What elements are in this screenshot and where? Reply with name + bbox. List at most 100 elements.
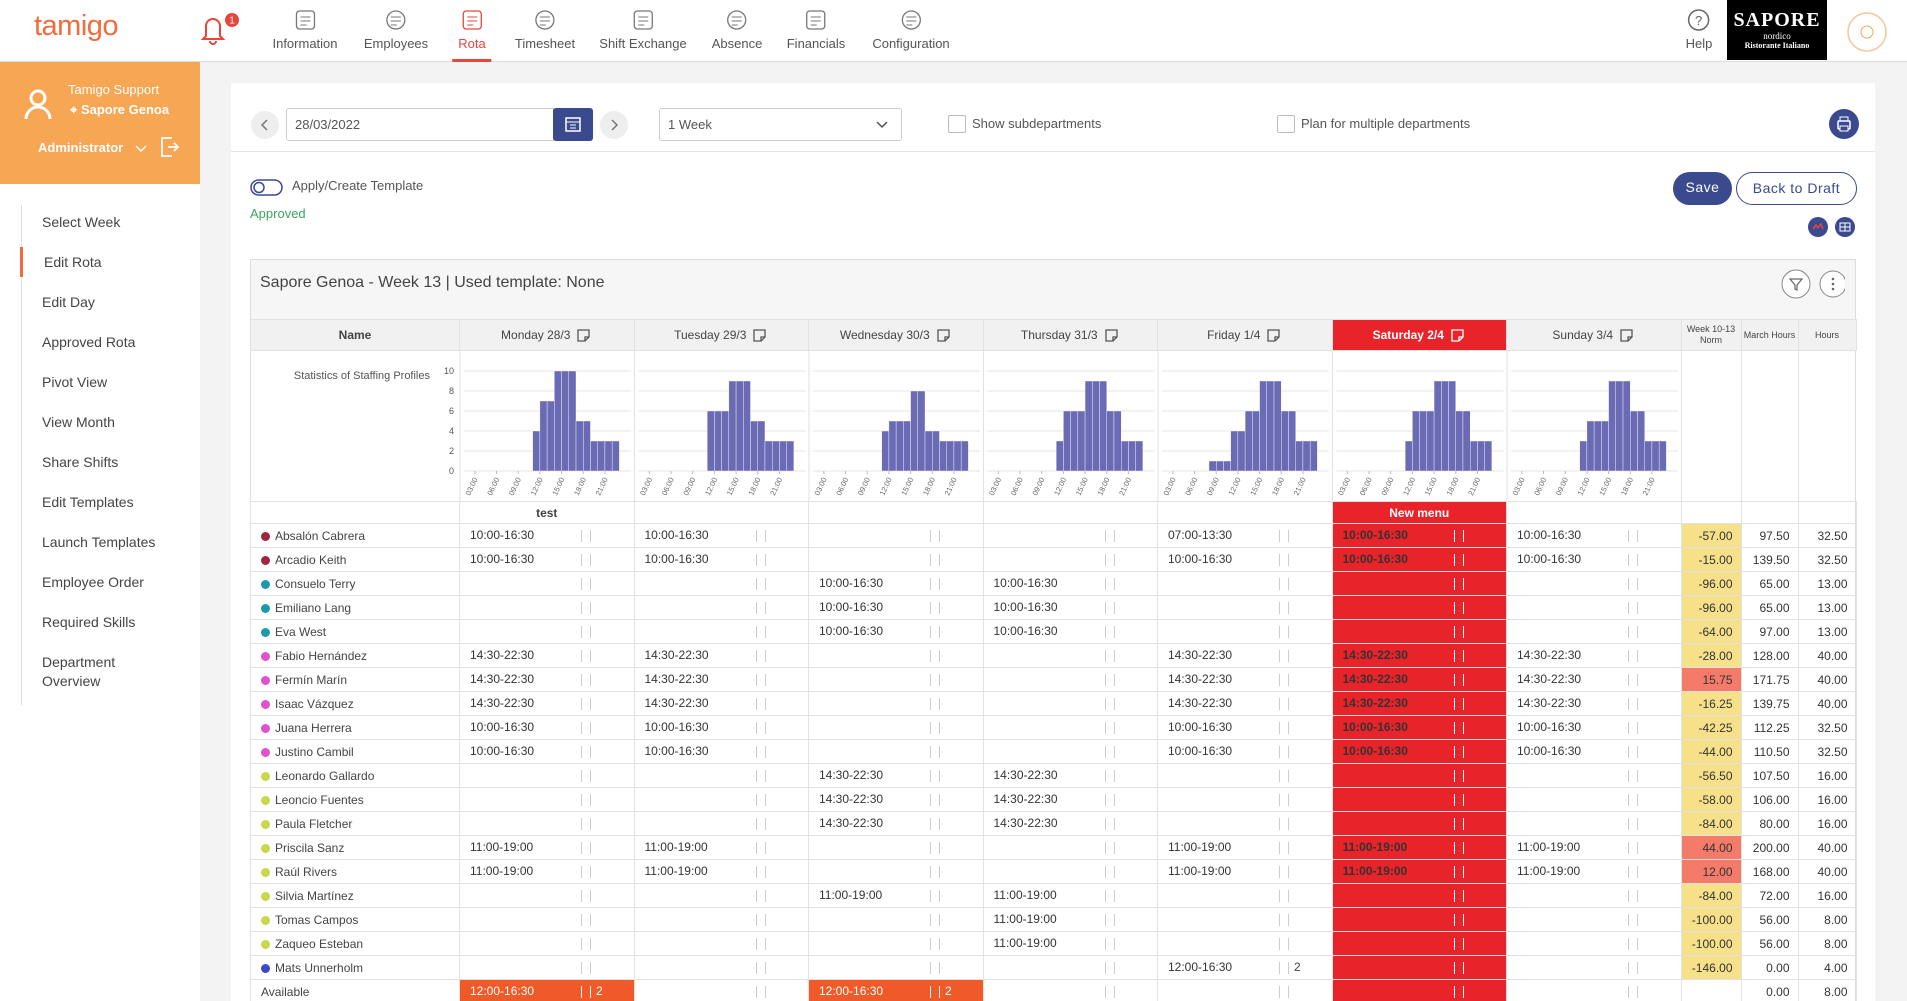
subdepartments-checkbox[interactable]: [948, 115, 966, 133]
shift-cell[interactable]: 14:30-22:30: [633, 667, 809, 692]
menu-item[interactable]: View Month: [42, 414, 115, 430]
shift-cell[interactable]: 10:00-16:30: [1157, 547, 1333, 572]
shift-cell[interactable]: [633, 571, 809, 596]
shift-cell[interactable]: [808, 955, 984, 980]
back-to-draft-button[interactable]: Back to Draft: [1736, 172, 1857, 205]
shift-cell[interactable]: [808, 859, 984, 884]
account-icon[interactable]: [1846, 11, 1888, 53]
menu-item[interactable]: Share Shifts: [42, 454, 119, 470]
employee-name[interactable]: Paula Fletcher: [250, 811, 460, 836]
menu-item[interactable]: Select Week: [42, 214, 121, 230]
shift-cell[interactable]: [633, 979, 809, 1001]
employee-name[interactable]: Silvia Martínez: [250, 883, 460, 908]
shift-cell[interactable]: [1331, 907, 1507, 932]
shift-cell[interactable]: 10:00-16:30: [982, 571, 1158, 596]
shift-cell[interactable]: 14:30-22:30: [808, 787, 984, 812]
shift-cell[interactable]: [808, 715, 984, 740]
shift-cell[interactable]: 10:00-16:30: [1331, 547, 1507, 572]
employee-name[interactable]: Juana Herrera: [250, 715, 460, 740]
shift-cell[interactable]: 10:00-16:30: [459, 739, 635, 764]
date-input[interactable]: 28/03/2022: [286, 108, 554, 141]
employee-name[interactable]: Raúl Rivers: [250, 859, 460, 884]
employee-name[interactable]: Fabio Hernández: [250, 643, 460, 668]
shift-cell[interactable]: [459, 619, 635, 644]
shift-cell[interactable]: [1331, 571, 1507, 596]
shift-cell[interactable]: [1157, 931, 1333, 956]
shift-cell[interactable]: [459, 931, 635, 956]
shift-cell[interactable]: [1506, 787, 1682, 812]
shift-cell[interactable]: [1331, 931, 1507, 956]
print-button[interactable]: [1828, 108, 1860, 140]
shift-cell[interactable]: [808, 547, 984, 572]
shift-cell[interactable]: [982, 643, 1158, 668]
employee-name[interactable]: Available: [250, 979, 460, 1001]
view-toggles[interactable]: [1807, 216, 1861, 238]
shift-cell[interactable]: [1331, 883, 1507, 908]
calendar-button[interactable]: [553, 108, 593, 141]
employee-name[interactable]: Eva West: [250, 619, 460, 644]
menu-item[interactable]: Required Skills: [42, 614, 136, 630]
shift-cell[interactable]: [1157, 907, 1333, 932]
menu-item[interactable]: Launch Templates: [42, 534, 156, 550]
menu-item[interactable]: Edit Templates: [42, 494, 134, 510]
shift-cell[interactable]: [459, 811, 635, 836]
employee-name[interactable]: Emiliano Lang: [250, 595, 460, 620]
shift-cell[interactable]: 11:00-19:00: [1331, 835, 1507, 860]
shift-cell[interactable]: 10:00-16:30: [808, 571, 984, 596]
shift-cell[interactable]: [982, 979, 1158, 1001]
nav-item[interactable]: Rota: [452, 0, 492, 62]
shift-cell[interactable]: 14:30-22:30: [808, 763, 984, 788]
shift-cell[interactable]: 11:00-19:00: [1157, 835, 1333, 860]
shift-cell[interactable]: [1506, 979, 1682, 1001]
shift-cell[interactable]: [982, 667, 1158, 692]
shift-cell[interactable]: [982, 691, 1158, 716]
shift-cell[interactable]: [1157, 811, 1333, 836]
shift-cell[interactable]: 14:30-22:30: [459, 667, 635, 692]
shift-cell[interactable]: 10:00-16:30: [1331, 523, 1507, 548]
shift-cell[interactable]: [1157, 979, 1333, 1001]
shift-cell[interactable]: [459, 883, 635, 908]
shift-cell[interactable]: 11:00-19:00: [982, 883, 1158, 908]
employee-name[interactable]: Absalón Cabrera: [250, 523, 460, 548]
logout-icon[interactable]: [160, 136, 180, 158]
shift-cell[interactable]: [459, 571, 635, 596]
employee-name[interactable]: Tomas Campos: [250, 907, 460, 932]
shift-cell[interactable]: [808, 643, 984, 668]
shift-cell[interactable]: 14:30-22:30: [459, 643, 635, 668]
period-select[interactable]: 1 Week: [659, 108, 902, 141]
shift-cell[interactable]: 10:00-16:30: [1506, 547, 1682, 572]
shift-cell[interactable]: 14:30-22:30: [1157, 667, 1333, 692]
shift-cell[interactable]: 10:00-16:30: [1506, 523, 1682, 548]
shift-cell[interactable]: 11:00-19:00: [1157, 859, 1333, 884]
shift-cell[interactable]: 14:30-22:30: [1506, 643, 1682, 668]
day-note-icon[interactable]: [1266, 328, 1282, 342]
shift-cell[interactable]: [1506, 931, 1682, 956]
shift-cell[interactable]: 10:00-16:30: [982, 619, 1158, 644]
shift-cell[interactable]: [1506, 571, 1682, 596]
nav-item[interactable]: Financials: [787, 0, 845, 62]
day-note-icon[interactable]: [936, 328, 952, 342]
shift-cell[interactable]: 12:00-16:30 2: [1157, 955, 1333, 980]
day-note-icon[interactable]: [1619, 328, 1635, 342]
shift-cell[interactable]: [1506, 595, 1682, 620]
shift-cell[interactable]: 14:30-22:30: [1157, 691, 1333, 716]
shift-cell[interactable]: 14:30-22:30: [1331, 667, 1507, 692]
nav-item[interactable]: Shift Exchange: [599, 0, 687, 62]
shift-cell[interactable]: [982, 835, 1158, 860]
shift-cell[interactable]: 14:30-22:30: [1506, 691, 1682, 716]
shift-cell[interactable]: [982, 523, 1158, 548]
shift-cell[interactable]: [982, 955, 1158, 980]
shift-cell[interactable]: [1331, 787, 1507, 812]
menu-item[interactable]: Edit Day: [42, 294, 95, 310]
shift-cell[interactable]: 11:00-19:00: [633, 859, 809, 884]
shift-cell[interactable]: 14:30-22:30: [982, 811, 1158, 836]
shift-cell[interactable]: [808, 835, 984, 860]
shift-cell[interactable]: [633, 955, 809, 980]
shift-cell[interactable]: [808, 691, 984, 716]
shift-cell[interactable]: 10:00-16:30: [808, 619, 984, 644]
shift-cell[interactable]: [1506, 955, 1682, 980]
shift-cell[interactable]: [1331, 763, 1507, 788]
employee-name[interactable]: Leoncio Fuentes: [250, 787, 460, 812]
shift-cell[interactable]: 11:00-19:00: [982, 931, 1158, 956]
shift-cell[interactable]: 14:30-22:30: [1506, 667, 1682, 692]
